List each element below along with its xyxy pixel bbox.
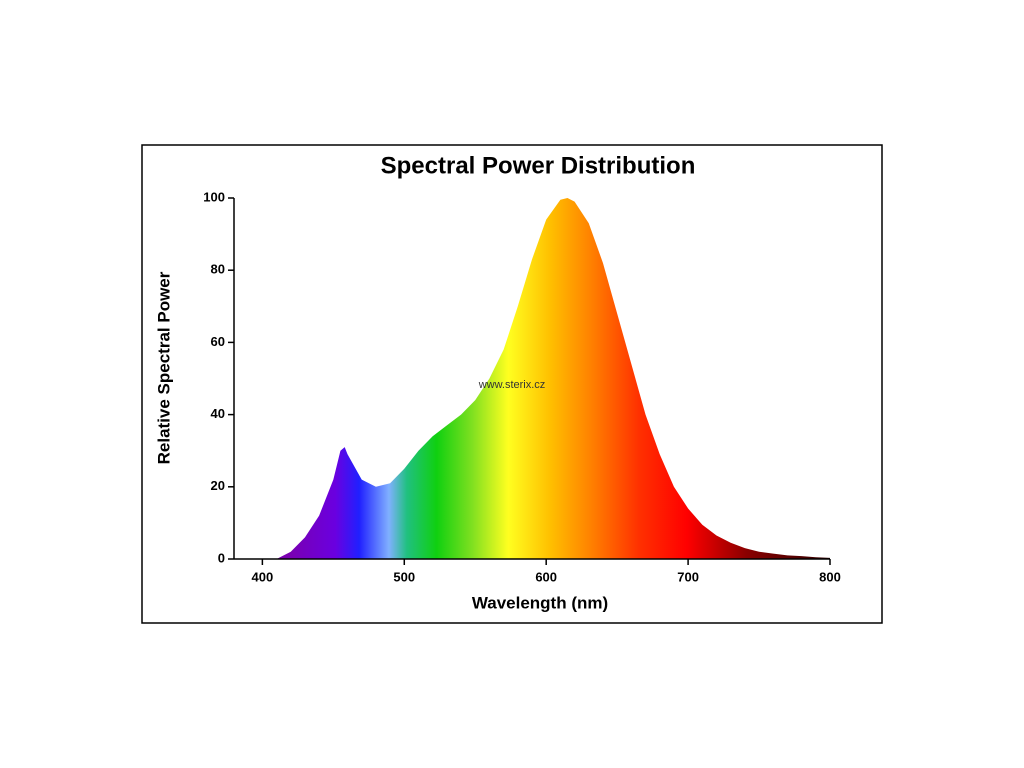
x-tick-label: 400 bbox=[252, 569, 274, 584]
watermark: www.sterix.cz bbox=[478, 379, 546, 391]
spectrum-area bbox=[276, 198, 831, 559]
y-tick-label: 40 bbox=[211, 406, 225, 421]
y-tick-label: 0 bbox=[218, 550, 225, 565]
y-tick-label: 20 bbox=[211, 478, 225, 493]
y-axis-title: Relative Spectral Power bbox=[154, 271, 173, 464]
x-axis-title: Wavelength (nm) bbox=[472, 593, 608, 612]
x-tick-label: 800 bbox=[819, 569, 841, 584]
y-tick-label: 80 bbox=[211, 262, 225, 277]
plot-area bbox=[276, 198, 831, 559]
x-tick-label: 500 bbox=[393, 569, 415, 584]
chart-title: Spectral Power Distribution bbox=[381, 152, 696, 179]
y-tick-label: 60 bbox=[211, 334, 225, 349]
x-tick-label: 700 bbox=[677, 569, 699, 584]
x-tick-label: 600 bbox=[535, 569, 557, 584]
y-tick-label: 100 bbox=[203, 189, 225, 204]
